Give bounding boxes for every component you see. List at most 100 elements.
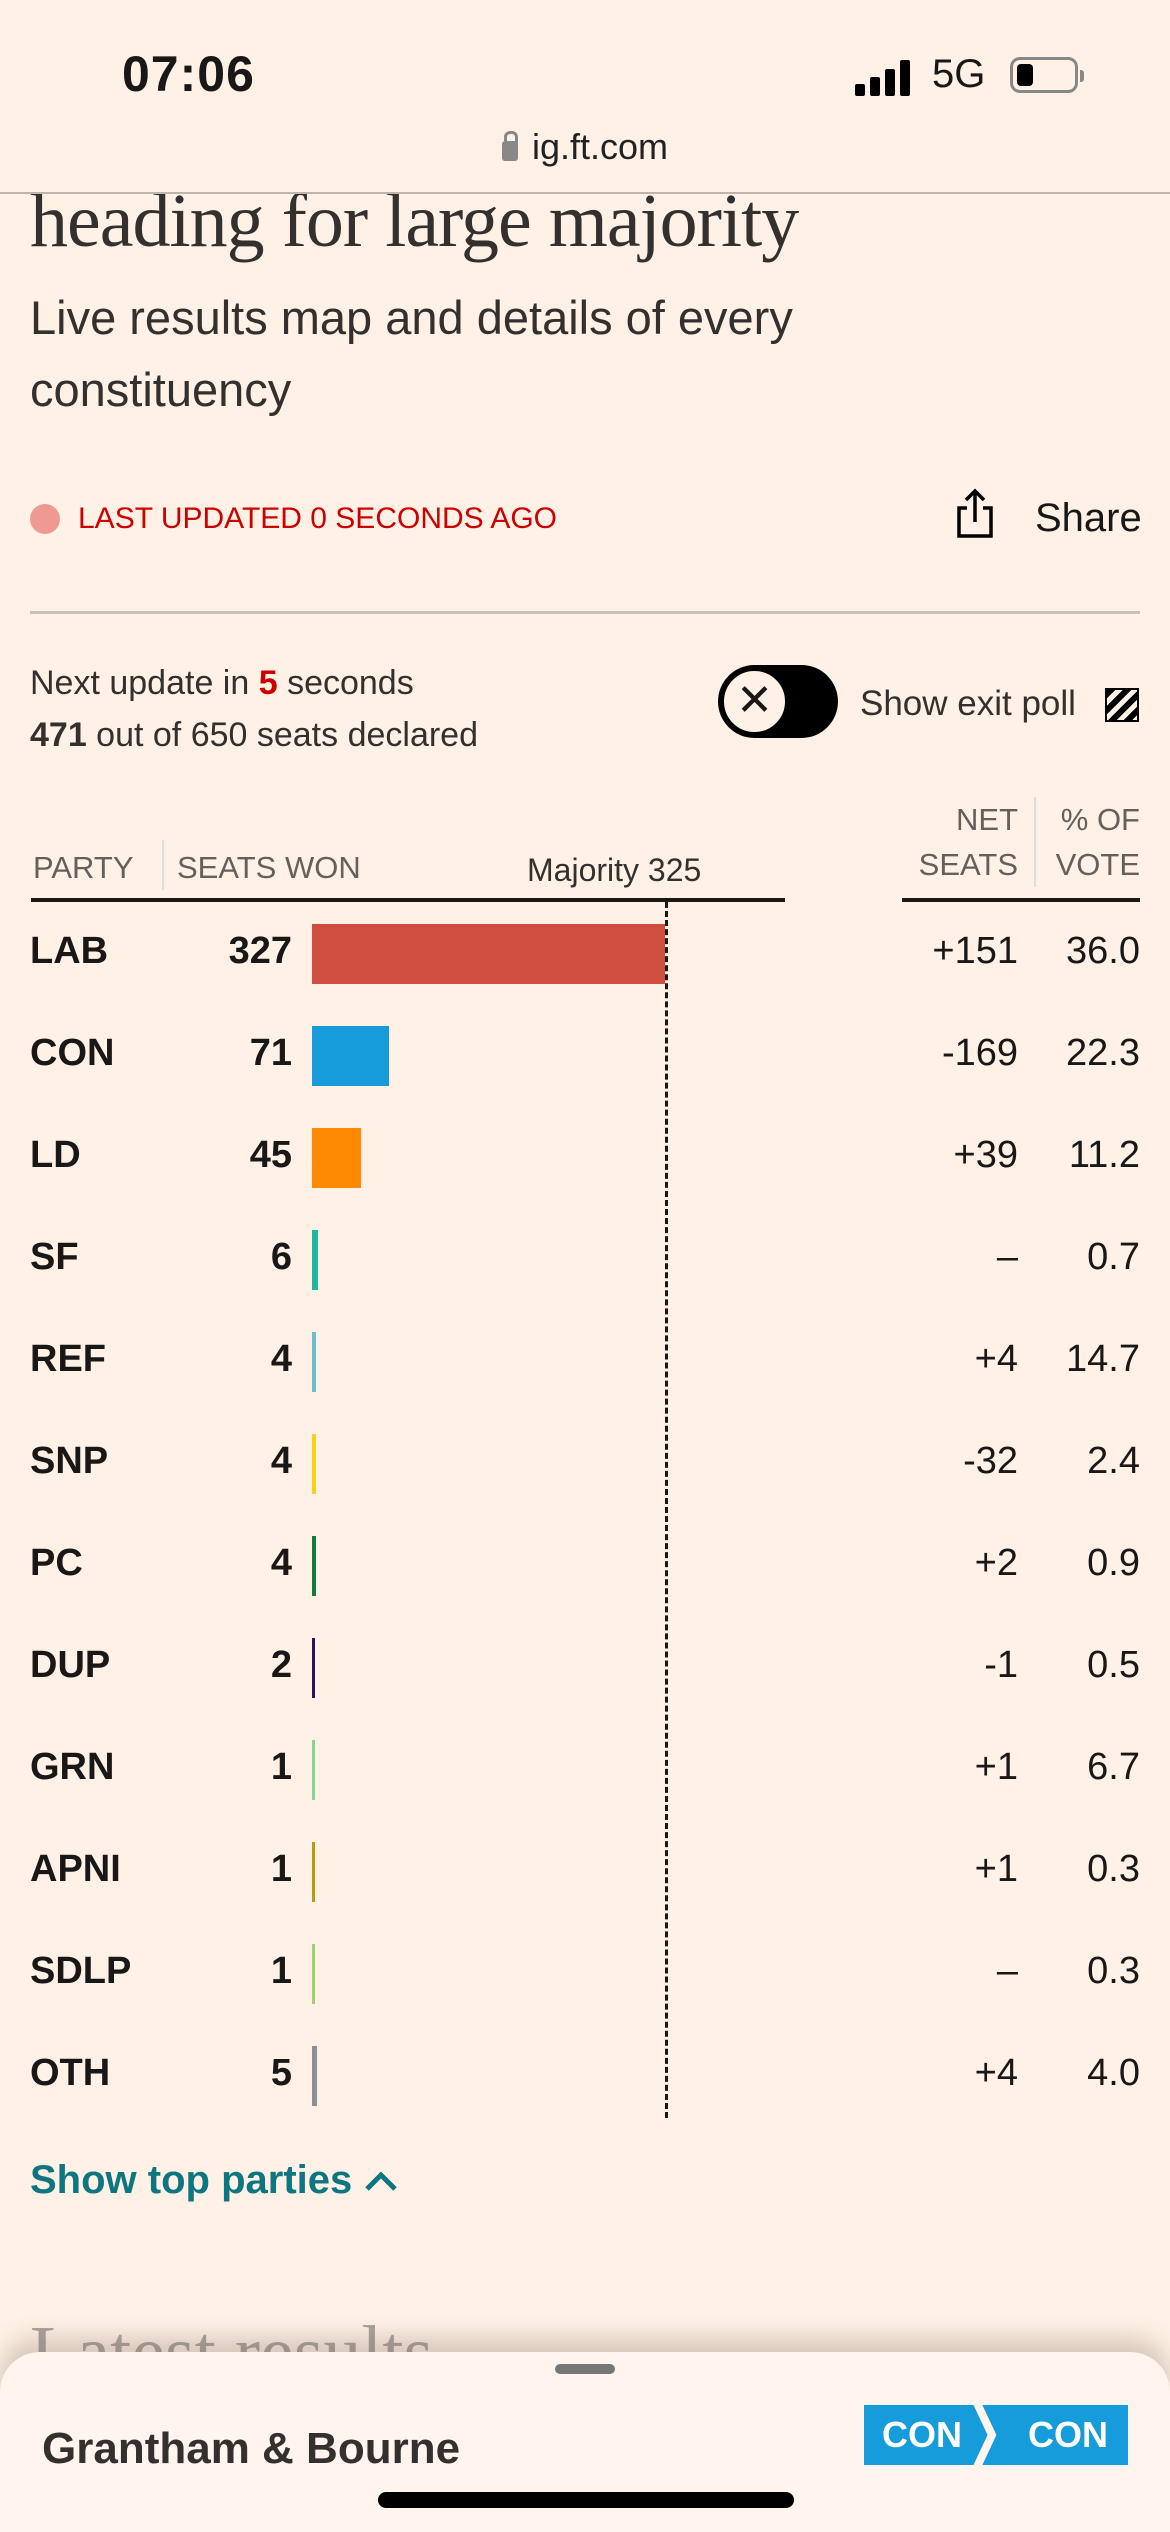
header-party: PARTY [33, 850, 134, 885]
net-seats: – [996, 1236, 1018, 1278]
header-rule [902, 898, 1140, 902]
seats-won: 1 [270, 1746, 292, 1788]
subtitle: Live results map and details of every co… [30, 291, 793, 416]
share-button[interactable]: Share [1035, 496, 1142, 540]
header-net-line2: SEATS [918, 847, 1018, 882]
vote-share: 4.0 [1087, 2052, 1140, 2094]
sheet-handle[interactable] [555, 2364, 615, 2374]
party-row: GRN 1 +1 6.7 [0, 1740, 1170, 1800]
header-net-seats: NET SEATS [880, 797, 1018, 887]
seats-bar [312, 1638, 315, 1698]
hatch-pattern-icon [1105, 688, 1139, 722]
party-name: PC [30, 1542, 83, 1584]
vote-share: 0.7 [1087, 1236, 1140, 1278]
seats-bar [312, 1434, 317, 1494]
party-row: OTH 5 +4 4.0 [0, 2046, 1170, 2106]
party-row: PC 4 +2 0.9 [0, 1536, 1170, 1596]
show-top-parties-button[interactable]: Show top parties [30, 2158, 399, 2203]
header-pct-line1: % OF [1060, 802, 1140, 837]
url-bar[interactable]: ig.ft.com [0, 126, 1170, 168]
net-seats: -32 [963, 1440, 1018, 1482]
last-updated: LAST UPDATED 0 SECONDS AGO [78, 502, 558, 535]
net-seats: – [996, 1950, 1018, 1992]
vote-share: 14.7 [1066, 1338, 1140, 1380]
close-icon: ✕ [720, 667, 789, 736]
header-divider [162, 840, 164, 890]
seats-declared: 471 [30, 716, 87, 754]
seats-declared-suffix: out of 650 seats declared [86, 716, 478, 754]
header-divider [1034, 797, 1036, 887]
party-row: LD 45 +39 11.2 [0, 1128, 1170, 1188]
party-row: DUP 2 -1 0.5 [0, 1638, 1170, 1698]
seats-won: 327 [228, 930, 292, 972]
header-rule [31, 898, 785, 902]
badge-from: CON [882, 2414, 962, 2455]
network-type: 5G [932, 52, 986, 96]
vote-share: 0.3 [1087, 1950, 1140, 1992]
battery-icon [1010, 57, 1084, 93]
net-seats: +39 [953, 1134, 1018, 1176]
next-update-prefix: Next update in [30, 664, 259, 702]
update-info: Next update in 5 seconds 471 out of 650 … [30, 657, 478, 761]
party-row: REF 4 +4 14.7 [0, 1332, 1170, 1392]
seats-bar [312, 1128, 361, 1188]
result-badge: CON CON [864, 2405, 1128, 2465]
exit-poll-toggle[interactable]: ✕ [718, 665, 838, 738]
majority-line [665, 902, 668, 2118]
net-seats: +1 [974, 1746, 1018, 1788]
home-indicator[interactable] [378, 2492, 794, 2508]
party-name: CON [30, 1032, 115, 1074]
net-seats: +2 [974, 1542, 1018, 1584]
party-name: GRN [30, 1746, 115, 1788]
seats-bar [312, 1230, 319, 1290]
party-row: SF 6 – 0.7 [0, 1230, 1170, 1290]
net-seats: +151 [932, 930, 1018, 972]
seats-won: 45 [249, 1134, 292, 1176]
status-time: 07:06 [122, 46, 255, 102]
header-net-line1: NET [956, 802, 1018, 837]
party-name: LAB [30, 930, 109, 972]
arrow-icon [973, 2405, 997, 2465]
party-name: OTH [30, 2052, 111, 2094]
vote-share: 11.2 [1068, 1134, 1140, 1176]
seats-won: 71 [249, 1032, 292, 1074]
vote-share: 36.0 [1066, 930, 1140, 972]
party-name: APNI [30, 1848, 121, 1890]
show-top-parties-label: Show top parties [30, 2158, 353, 2202]
header-seats-won: SEATS WON [177, 850, 361, 885]
header-vote-share: % OF VOTE [1030, 797, 1140, 887]
party-name: DUP [30, 1644, 111, 1686]
net-seats: +1 [974, 1848, 1018, 1890]
vote-share: 2.4 [1087, 1440, 1140, 1482]
party-name: SNP [30, 1440, 109, 1482]
seats-bar [312, 1026, 389, 1086]
vote-share: 0.3 [1087, 1848, 1140, 1890]
seats-bar [312, 924, 665, 984]
party-row: SDLP 1 – 0.3 [0, 1944, 1170, 2004]
seats-won: 1 [270, 1950, 292, 1992]
url-text: ig.ft.com [531, 126, 669, 167]
party-name: SDLP [30, 1950, 132, 1992]
vote-share: 22.3 [1066, 1032, 1140, 1074]
live-dot-icon [30, 504, 60, 534]
party-row: APNI 1 +1 0.3 [0, 1842, 1170, 1902]
signal-icon [855, 60, 910, 96]
constituency-name[interactable]: Grantham & Bourne [42, 2424, 461, 2473]
party-row: CON 71 -169 22.3 [0, 1026, 1170, 1086]
seats-bar [312, 1842, 315, 1902]
seats-bar [312, 1944, 315, 2004]
exit-poll-label: Show exit poll [860, 684, 1076, 723]
vote-share: 0.5 [1087, 1644, 1140, 1686]
party-name: LD [30, 1134, 81, 1176]
seats-bar [312, 1740, 315, 1800]
vote-share: 0.9 [1087, 1542, 1140, 1584]
share-icon[interactable] [955, 488, 995, 538]
seats-won: 4 [270, 1542, 292, 1584]
lock-icon [501, 131, 518, 161]
net-seats: +4 [974, 2052, 1018, 2094]
party-row: LAB 327 +151 36.0 [0, 924, 1170, 984]
seats-won: 5 [270, 2052, 292, 2094]
badge-to: CON [1028, 2414, 1108, 2455]
chevron-up-icon [365, 2171, 398, 2191]
seats-won: 4 [270, 1440, 292, 1482]
